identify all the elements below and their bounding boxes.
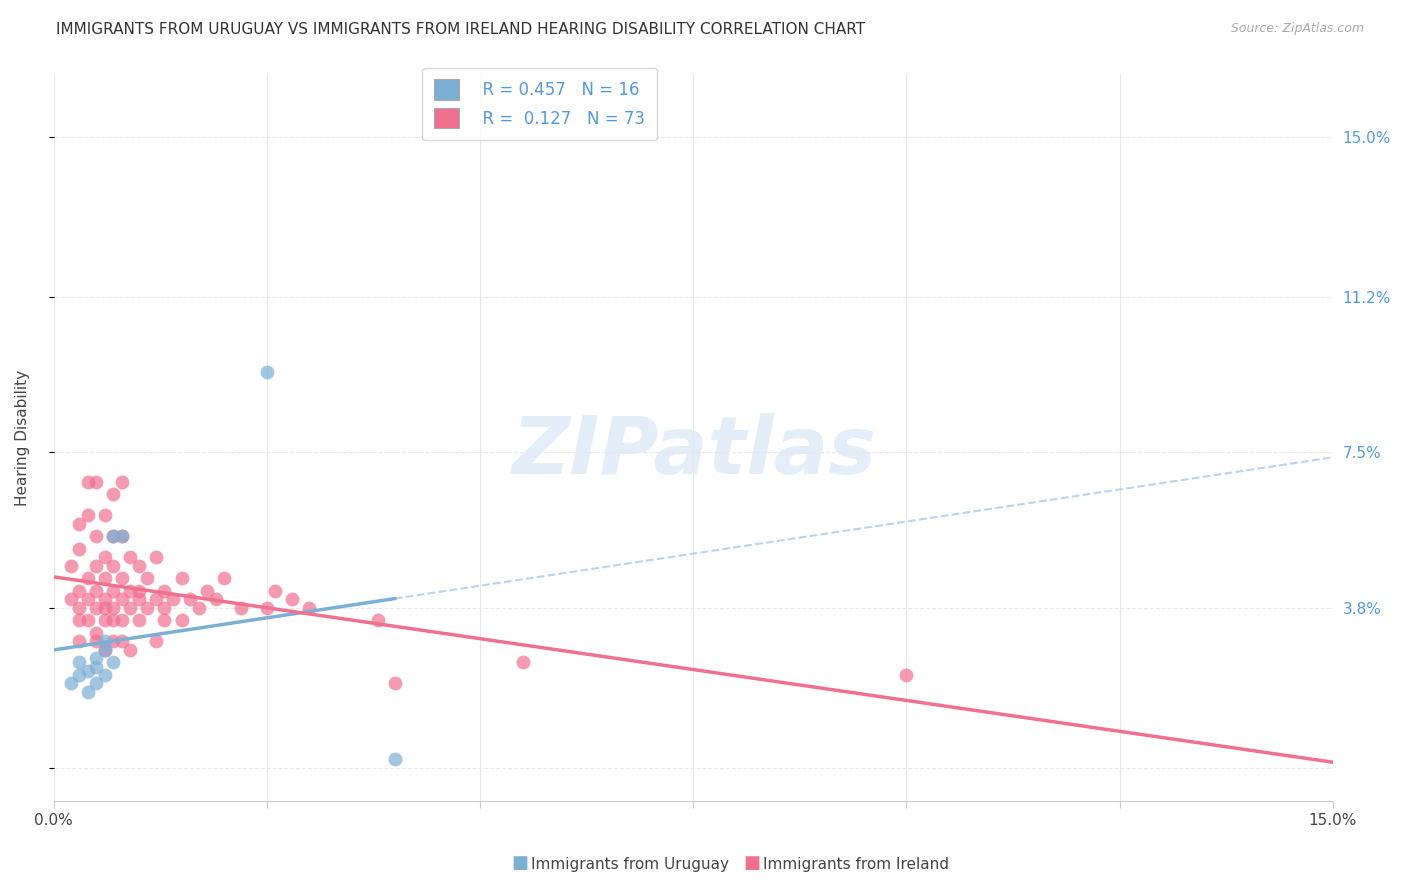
- Point: [103, 634, 125, 648]
- Point: [84, 475, 107, 489]
- Point: [94, 600, 117, 615]
- Point: [103, 558, 125, 573]
- Point: [145, 634, 167, 648]
- Point: [111, 529, 134, 543]
- Point: [145, 592, 167, 607]
- Point: [170, 571, 193, 585]
- Point: [111, 592, 134, 607]
- Point: [84, 659, 107, 673]
- Text: Immigrants from Uruguay: Immigrants from Uruguay: [531, 857, 730, 872]
- Point: [179, 592, 201, 607]
- Point: [195, 584, 218, 599]
- Point: [59, 676, 82, 690]
- Point: [94, 592, 117, 607]
- Point: [94, 550, 117, 565]
- Point: [94, 668, 117, 682]
- Point: [136, 600, 159, 615]
- Point: [94, 634, 117, 648]
- Point: [103, 584, 125, 599]
- Y-axis label: Hearing Disability: Hearing Disability: [15, 369, 30, 506]
- Point: [384, 676, 406, 690]
- Point: [84, 651, 107, 665]
- Point: [298, 600, 321, 615]
- Point: [128, 558, 150, 573]
- Point: [76, 475, 98, 489]
- Point: [204, 592, 226, 607]
- Point: [120, 600, 142, 615]
- Point: [59, 592, 82, 607]
- Point: [84, 584, 107, 599]
- Point: [384, 752, 406, 766]
- Point: [103, 529, 125, 543]
- Point: [111, 529, 134, 543]
- Point: [111, 613, 134, 627]
- Point: [256, 365, 278, 379]
- Text: Source: ZipAtlas.com: Source: ZipAtlas.com: [1230, 22, 1364, 36]
- Point: [111, 634, 134, 648]
- Point: [128, 592, 150, 607]
- Point: [59, 558, 82, 573]
- Point: [512, 656, 534, 670]
- Point: [162, 592, 184, 607]
- Point: [76, 613, 98, 627]
- Point: [84, 626, 107, 640]
- Point: [103, 600, 125, 615]
- Point: [67, 600, 90, 615]
- Text: Immigrants from Ireland: Immigrants from Ireland: [763, 857, 949, 872]
- Point: [84, 558, 107, 573]
- Point: [281, 592, 304, 607]
- Point: [67, 584, 90, 599]
- Point: [67, 613, 90, 627]
- Point: [76, 571, 98, 585]
- Legend:   R = 0.457   N = 16,   R =  0.127   N = 73: R = 0.457 N = 16, R = 0.127 N = 73: [422, 68, 657, 140]
- Point: [120, 642, 142, 657]
- Point: [94, 642, 117, 657]
- Point: [170, 613, 193, 627]
- Point: [111, 571, 134, 585]
- Point: [67, 541, 90, 556]
- Point: [111, 475, 134, 489]
- Point: [120, 584, 142, 599]
- Point: [76, 685, 98, 699]
- Point: [94, 613, 117, 627]
- Point: [94, 508, 117, 523]
- Point: [76, 664, 98, 678]
- Point: [153, 600, 176, 615]
- Text: ■: ■: [512, 855, 529, 872]
- Point: [67, 516, 90, 531]
- Point: [84, 676, 107, 690]
- Point: [367, 613, 389, 627]
- Point: [84, 529, 107, 543]
- Text: ZIPatlas: ZIPatlas: [510, 413, 876, 491]
- Point: [264, 584, 287, 599]
- Point: [67, 668, 90, 682]
- Point: [120, 550, 142, 565]
- Text: IMMIGRANTS FROM URUGUAY VS IMMIGRANTS FROM IRELAND HEARING DISABILITY CORRELATIO: IMMIGRANTS FROM URUGUAY VS IMMIGRANTS FR…: [56, 22, 865, 37]
- Point: [84, 634, 107, 648]
- Point: [84, 600, 107, 615]
- Point: [103, 529, 125, 543]
- Point: [187, 600, 209, 615]
- Point: [231, 600, 253, 615]
- Point: [128, 584, 150, 599]
- Point: [153, 584, 176, 599]
- Point: [67, 634, 90, 648]
- Point: [153, 613, 176, 627]
- Point: [128, 613, 150, 627]
- Point: [212, 571, 235, 585]
- Point: [67, 656, 90, 670]
- Point: [103, 656, 125, 670]
- Point: [256, 600, 278, 615]
- Point: [145, 550, 167, 565]
- Point: [103, 613, 125, 627]
- Point: [896, 668, 918, 682]
- Point: [76, 508, 98, 523]
- Text: ■: ■: [744, 855, 761, 872]
- Point: [76, 592, 98, 607]
- Point: [94, 571, 117, 585]
- Point: [103, 487, 125, 501]
- Point: [136, 571, 159, 585]
- Point: [94, 642, 117, 657]
